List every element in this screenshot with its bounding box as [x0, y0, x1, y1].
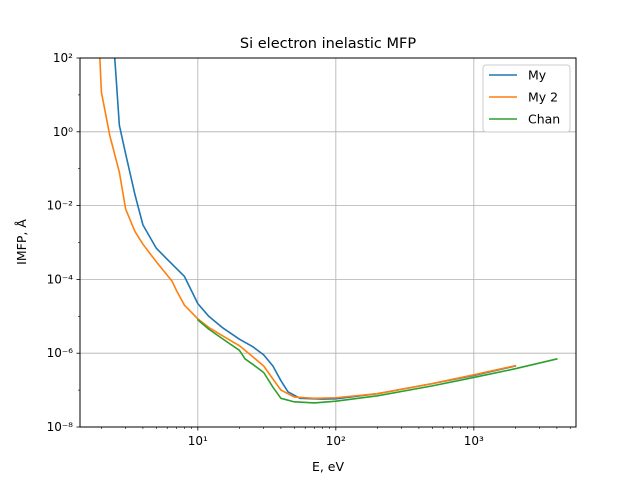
legend: My My 2 Chan: [482, 64, 571, 133]
y-tick-label: 10⁰: [53, 125, 73, 139]
legend-label: Chan: [528, 112, 560, 127]
x-tick-label: 10³: [464, 434, 484, 448]
y-ticks: 10⁻⁸ 10⁻⁶ 10⁻⁴ 10⁻² 10⁰ 10²: [47, 51, 80, 434]
x-axis-label: E, eV: [312, 459, 345, 474]
legend-label: My 2: [528, 90, 558, 105]
series-line-my-2: [99, 58, 517, 400]
y-tick-label: 10⁻⁸: [47, 420, 74, 434]
y-tick-label: 10²: [53, 51, 73, 65]
minor-ticks: [78, 94, 571, 429]
x-tick-label: 10²: [326, 434, 346, 448]
x-ticks: 10¹ 10² 10³: [188, 427, 484, 448]
series-line-my: [113, 58, 517, 400]
series-line-chan: [197, 319, 558, 404]
y-axis-label: IMFP, Å: [14, 219, 29, 265]
y-tick-label: 10⁻⁶: [47, 346, 74, 360]
chart-title: Si electron inelastic MFP: [240, 36, 416, 52]
x-tick-label: 10¹: [188, 434, 208, 448]
y-tick-label: 10⁻²: [47, 199, 74, 213]
legend-label: My: [528, 68, 547, 83]
legend-box: [482, 64, 571, 133]
series-lines: [99, 58, 558, 404]
y-tick-label: 10⁻⁴: [47, 272, 74, 286]
